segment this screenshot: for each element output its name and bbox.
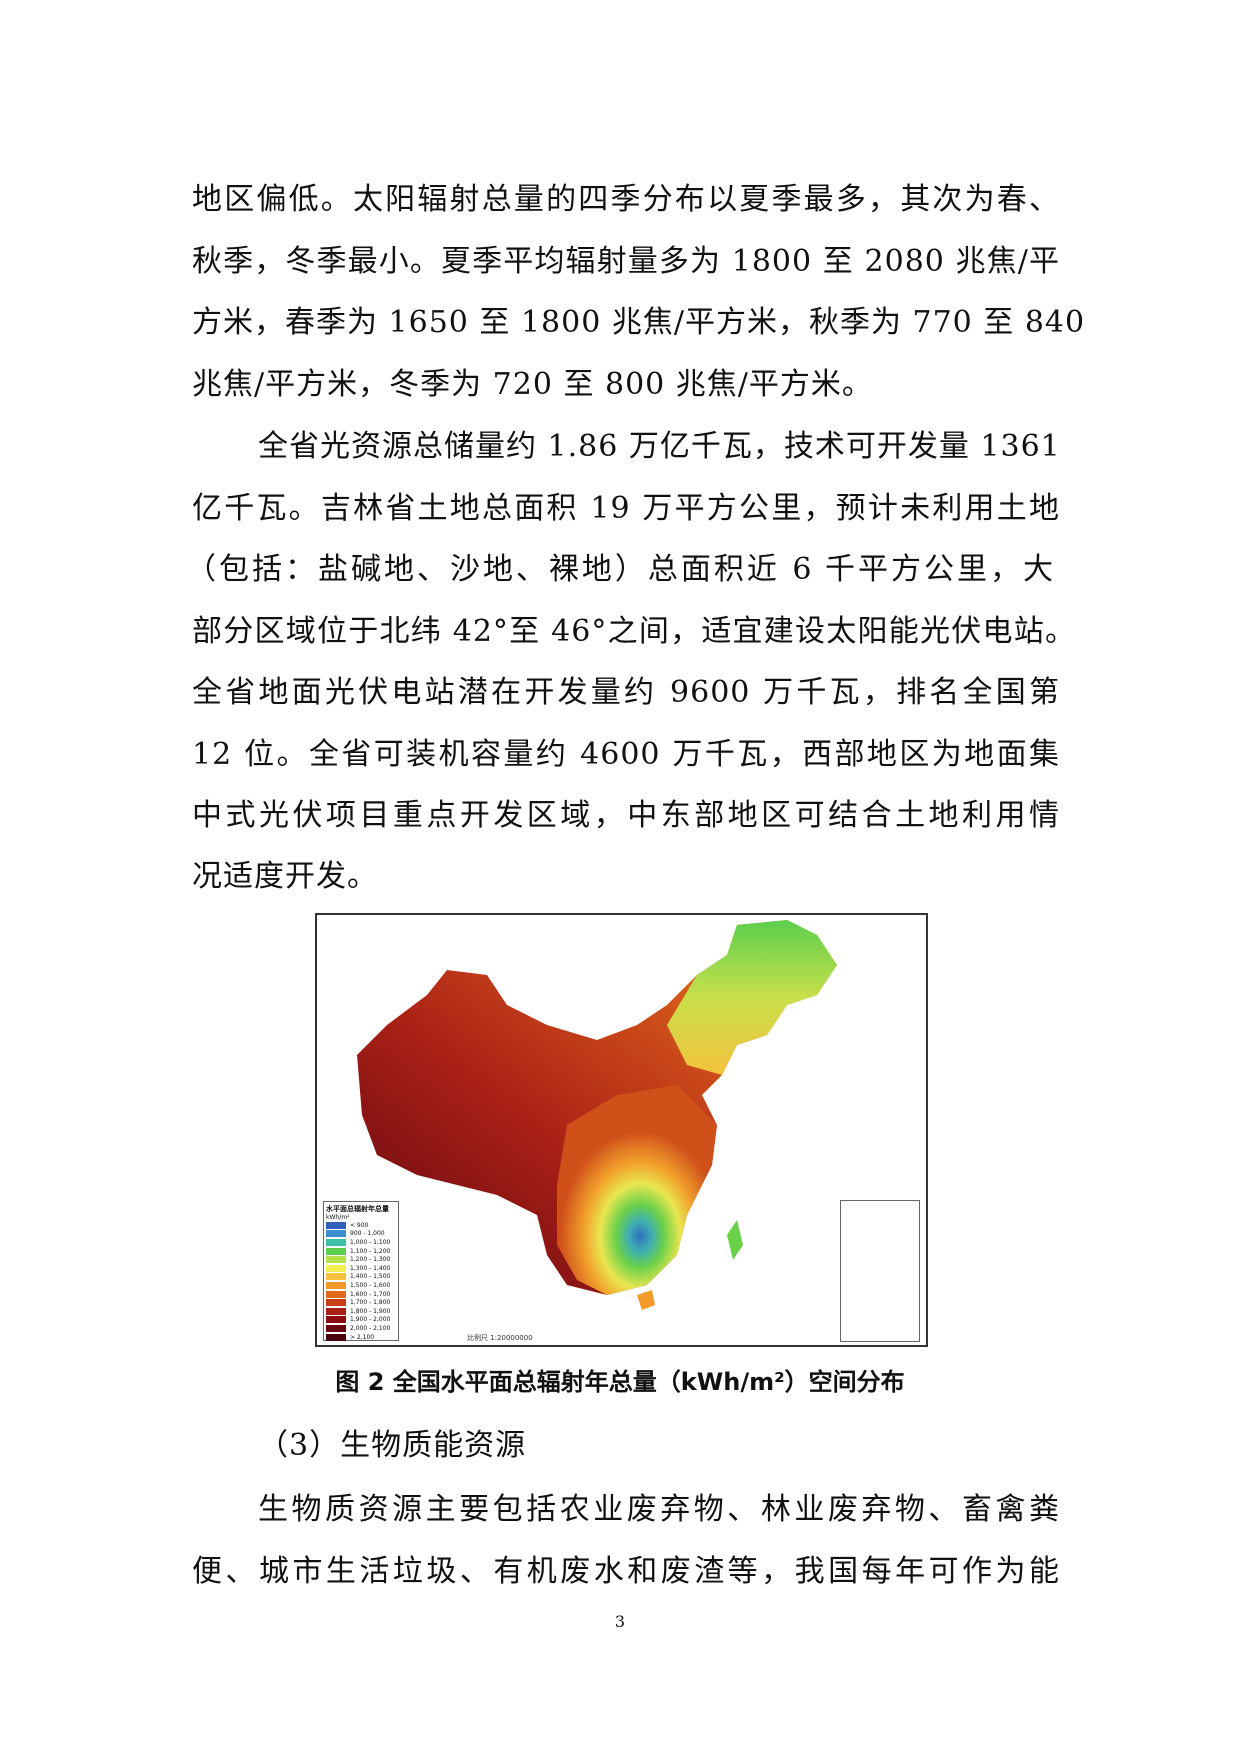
- map-legend: 水平面总辐射年总量 kWh/m² < 900 900 - 1,000 1,000 -…: [323, 1201, 399, 1341]
- legend-swatch: [326, 1307, 346, 1315]
- legend-label: 2,000 - 2,100: [350, 1324, 391, 1332]
- legend-item: 1,200 - 1,300: [326, 1255, 396, 1264]
- legend-label: 900 - 1,000: [350, 1230, 385, 1238]
- legend-swatch: [326, 1256, 346, 1264]
- legend-label: 1,100 - 1,200: [350, 1247, 391, 1255]
- legend-swatch: [326, 1221, 346, 1229]
- legend-swatch: [326, 1290, 346, 1298]
- legend-swatch: [326, 1316, 346, 1324]
- legend-swatch: [326, 1299, 346, 1307]
- legend-label: < 900: [350, 1221, 369, 1229]
- legend-item: > 2,100: [326, 1333, 396, 1342]
- legend-label: 1,300 - 1,400: [350, 1264, 391, 1272]
- legend-label: 1,400 - 1,500: [350, 1273, 391, 1281]
- legend-swatch: [326, 1281, 346, 1289]
- text-line: 便、城市生活垃圾、有机废水和废渣等，我国每年可作为能: [192, 1554, 1060, 1589]
- legend-swatch: [326, 1333, 346, 1341]
- legend-label: 1,700 - 1,800: [350, 1299, 391, 1307]
- text-line: 12 位。全省可装机容量约 4600 万千瓦，西部地区为地面集: [192, 737, 1060, 772]
- text-line: 地区偏低。太阳辐射总量的四季分布以夏季最多，其次为春、: [192, 182, 1060, 217]
- legend-item: 1,400 - 1,500: [326, 1273, 396, 1282]
- legend-item: 1,900 - 2,000: [326, 1316, 396, 1325]
- legend-unit: kWh/m²: [326, 1214, 350, 1221]
- legend-swatch: [326, 1264, 346, 1272]
- text-line: 兆焦/平方米，冬季为 720 至 800 兆焦/平方米。: [192, 367, 873, 402]
- legend-label: > 2,100: [350, 1333, 375, 1341]
- text-line: （包括：盐碱地、沙地、裸地）总面积近 6 千平方公里，大: [186, 552, 1054, 587]
- text-line: 中式光伏项目重点开发区域，中东部地区可结合土地利用情: [192, 798, 1060, 833]
- text-line: 全省地面光伏电站潜在开发量约 9600 万千瓦，排名全国第: [192, 675, 1060, 710]
- legend-item: 2,000 - 2,100: [326, 1324, 396, 1333]
- map-scale: 比例尺 1:20000000: [467, 1334, 533, 1342]
- legend-label: 1,500 - 1,600: [350, 1281, 391, 1289]
- legend-swatch: [326, 1324, 346, 1332]
- legend-label: 1,000 - 1,100: [350, 1238, 391, 1246]
- solar-radiation-map: 水平面总辐射年总量 kWh/m² < 900 900 - 1,000 1,000 -…: [315, 913, 928, 1347]
- legend-item: < 900: [326, 1221, 396, 1230]
- text-line: 部分区域位于北纬 42°至 46°之间，适宜建设太阳能光伏电站。: [192, 614, 1076, 649]
- legend-item: 1,000 - 1,100: [326, 1238, 396, 1247]
- legend-swatch: [326, 1230, 346, 1238]
- text-line: 方米，春季为 1650 至 1800 兆焦/平方米，秋季为 770 至 840: [192, 305, 1086, 340]
- legend-swatch: [326, 1238, 346, 1246]
- south-china-sea-inset: [840, 1200, 920, 1342]
- text-line: 亿千瓦。吉林省土地总面积 19 万平方公里，预计未利用土地: [192, 491, 1060, 526]
- figure-caption: 图 2 全国水平面总辐射年总量（kWh/m²）空间分布: [335, 1368, 905, 1396]
- text-line: 全省光资源总储量约 1.86 万亿千瓦，技术可开发量 1361: [258, 429, 1061, 464]
- legend-item: 1,700 - 1,800: [326, 1298, 396, 1307]
- section-heading: （3）生物质能资源: [258, 1428, 527, 1463]
- legend-label: 1,200 - 1,300: [350, 1256, 391, 1264]
- text-line: 生物质资源主要包括农业废弃物、林业废弃物、畜禽粪: [258, 1492, 1060, 1527]
- page-number: 3: [614, 1612, 626, 1631]
- legend-item: 900 - 1,000: [326, 1230, 396, 1239]
- legend-item: 1,600 - 1,700: [326, 1290, 396, 1299]
- legend-item: 1,800 - 1,900: [326, 1307, 396, 1316]
- legend-item: 1,300 - 1,400: [326, 1264, 396, 1273]
- text-line: 秋季，冬季最小。夏季平均辐射量多为 1800 至 2080 兆焦/平: [192, 244, 1060, 279]
- legend-title: 水平面总辐射年总量: [326, 1205, 389, 1213]
- legend-swatch: [326, 1273, 346, 1281]
- legend-label: 1,900 - 2,000: [350, 1316, 391, 1324]
- text-line: 况适度开发。: [192, 859, 378, 894]
- legend-item: 1,500 - 1,600: [326, 1281, 396, 1290]
- legend-label: 1,800 - 1,900: [350, 1307, 391, 1315]
- legend-item: 1,100 - 1,200: [326, 1247, 396, 1256]
- legend-swatch: [326, 1247, 346, 1255]
- china-map-image: [357, 920, 837, 1310]
- legend-label: 1,600 - 1,700: [350, 1290, 391, 1298]
